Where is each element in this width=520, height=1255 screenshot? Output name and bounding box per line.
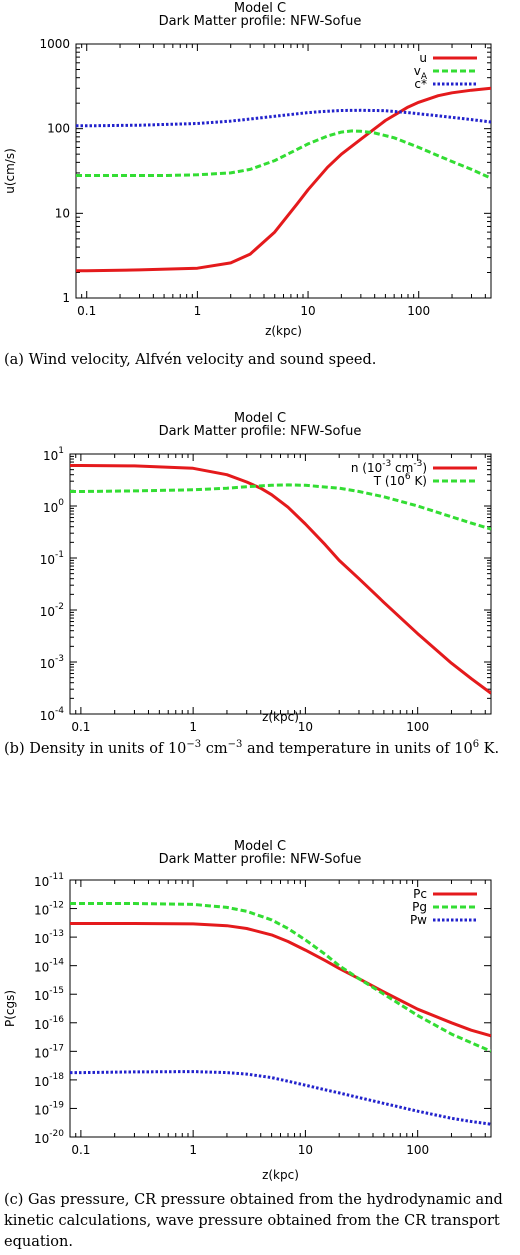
y-tick-label: 10-17 bbox=[34, 1043, 64, 1060]
legend-label: Pc bbox=[413, 887, 427, 901]
caption-b-text-1: (b) Density in units of 10 bbox=[4, 740, 187, 757]
series-line-0 bbox=[70, 922, 491, 1038]
y-tick-label: 10-20 bbox=[34, 1129, 64, 1146]
x-tick-label: 10 bbox=[300, 304, 315, 318]
x-tick-label: 0.1 bbox=[71, 1143, 90, 1157]
y-tick-label: 100 bbox=[47, 122, 70, 136]
series-line-1 bbox=[70, 483, 491, 531]
caption-b-exp-2: −3 bbox=[227, 739, 243, 750]
legend-label: n (10-3 cm-3) bbox=[351, 459, 427, 475]
caption-b-text-2: cm bbox=[201, 740, 228, 757]
legend-label: T (106 K) bbox=[373, 472, 427, 488]
y-tick-label: 10-16 bbox=[34, 1015, 64, 1032]
legend-label: c* bbox=[414, 77, 427, 91]
caption-b-exp-1: −3 bbox=[186, 739, 202, 750]
y-tick-label: 10 bbox=[55, 206, 70, 220]
y-axis-label: u(cm/s) bbox=[3, 148, 17, 194]
x-tick-label: 100 bbox=[406, 720, 429, 734]
series-line-0 bbox=[70, 464, 491, 695]
x-axis-label: z(kpc) bbox=[262, 710, 299, 724]
legend-label: u bbox=[419, 51, 427, 65]
y-tick-label: 1000 bbox=[39, 37, 70, 51]
y-tick-label: 10-4 bbox=[40, 706, 65, 723]
x-tick-label: 1 bbox=[189, 720, 197, 734]
series-line-2 bbox=[76, 108, 491, 128]
x-axis-label: z(kpc) bbox=[262, 1168, 299, 1182]
y-tick-label: 10-11 bbox=[34, 872, 64, 889]
caption-b-text-3: and temperature in units of 10 bbox=[242, 740, 473, 757]
y-tick-label: 100 bbox=[43, 498, 64, 515]
chart-c-subtitle: Dark Matter profile: NFW-Sofue bbox=[158, 852, 362, 867]
series-line-1 bbox=[70, 902, 491, 1053]
y-tick-label: 10-19 bbox=[34, 1100, 64, 1117]
y-tick-label: 10-14 bbox=[34, 958, 64, 975]
series-line-2 bbox=[70, 1070, 491, 1126]
chart-a-title: Model C bbox=[233, 1, 287, 16]
chart-b-title: Model C bbox=[233, 411, 287, 426]
y-tick-label: 10-13 bbox=[34, 929, 64, 946]
caption-c: (c) Gas pressure, CR pressure obtained f… bbox=[4, 1192, 503, 1250]
series-line-0 bbox=[76, 86, 491, 273]
y-tick-label: 10-12 bbox=[34, 901, 64, 918]
legend-label: Pg bbox=[412, 900, 427, 914]
y-tick-label: 10-18 bbox=[34, 1072, 64, 1089]
chart-b: 0.1 1 10 100 10-4 10-3 10-2 10-1 100 101 z(kpc) n (… bbox=[40, 446, 492, 734]
caption-b-text-4: K. bbox=[479, 740, 500, 757]
plot-frame bbox=[69, 879, 492, 1138]
x-tick-label: 1 bbox=[194, 304, 202, 318]
x-tick-label: 100 bbox=[406, 1143, 429, 1157]
y-tick-label: 10-3 bbox=[40, 654, 64, 671]
legend-label: vA bbox=[414, 64, 428, 82]
x-tick-label: 0.1 bbox=[71, 720, 90, 734]
y-tick-label: 101 bbox=[43, 446, 64, 463]
chart-b-subtitle: Dark Matter profile: NFW-Sofue bbox=[158, 424, 362, 439]
caption-b: (b) Density in units of 10−3 cm−3 and te… bbox=[4, 734, 516, 760]
x-tick-label: 10 bbox=[298, 1143, 313, 1157]
y-tick-label: 1 bbox=[62, 291, 70, 305]
y-tick-label: 10-2 bbox=[40, 602, 64, 619]
chart-c: 0.1 1 10 100 10-20 10-19 10-18 10-17 10-16 10-15 1… bbox=[3, 872, 492, 1182]
chart-a-subtitle: Dark Matter profile: NFW-Sofue bbox=[158, 14, 362, 29]
x-tick-label: 10 bbox=[298, 720, 313, 734]
x-axis-label: z(kpc) bbox=[265, 324, 302, 338]
x-tick-label: 0.1 bbox=[77, 304, 96, 318]
legend-label: Pw bbox=[410, 913, 427, 927]
caption-b-exp-3: 6 bbox=[472, 739, 480, 750]
y-tick-label: 10-15 bbox=[34, 986, 64, 1003]
chart-c-title: Model C bbox=[233, 839, 287, 854]
y-tick-label: 10-1 bbox=[40, 550, 64, 567]
x-tick-label: 1 bbox=[189, 1143, 197, 1157]
x-tick-label: 100 bbox=[407, 304, 430, 318]
series-line-1 bbox=[76, 129, 491, 180]
y-axis-label: P(cgs) bbox=[3, 990, 17, 1027]
caption-a: (a) Wind velocity, Alfvén velocity and s… bbox=[4, 352, 377, 368]
